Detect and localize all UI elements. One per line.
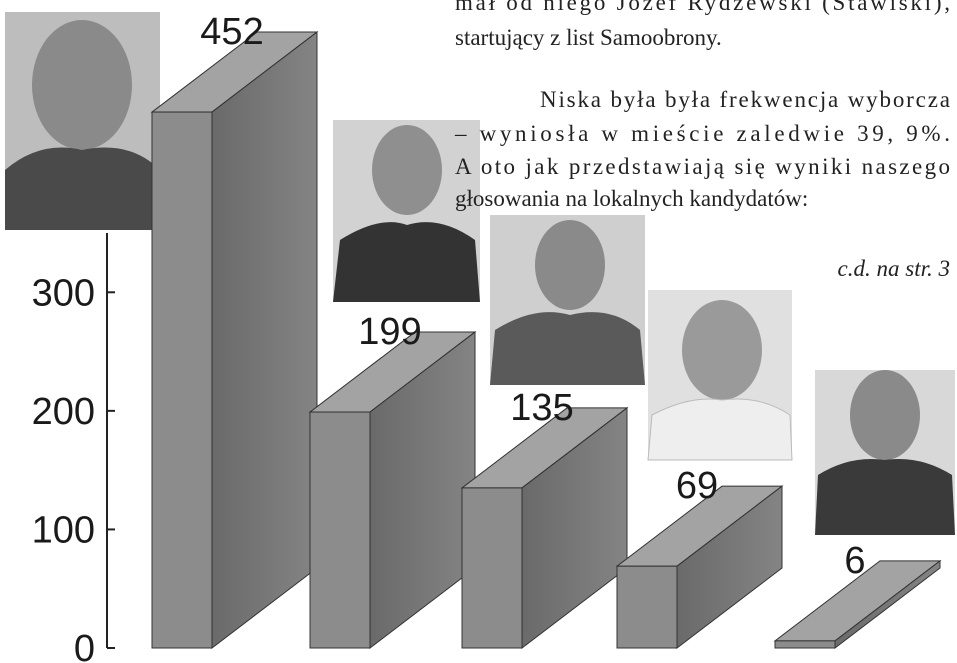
value-label: 199	[358, 311, 421, 353]
bar	[152, 112, 212, 648]
bar	[775, 641, 835, 648]
value-label: 452	[200, 11, 263, 53]
article-line: A oto jak przedstawiają się wyniki nasze…	[455, 154, 950, 179]
bar	[462, 488, 522, 648]
photo	[815, 370, 955, 535]
continuation: c.d. na str. 3	[838, 256, 950, 281]
y-tick-label: 0	[74, 628, 95, 663]
page: mał od niego Józef Rydzewski (Stawiski),…	[0, 0, 957, 663]
photo	[490, 215, 645, 385]
photo	[648, 290, 792, 460]
bar	[617, 566, 677, 648]
article-line: startujący z list Samoobrony.	[455, 25, 722, 50]
article-line: głosowania na lokalnych kandydatów:	[455, 186, 808, 211]
article-line: mał od niego Józef Rydzewski (Stawiski),	[455, 0, 950, 15]
bar	[310, 412, 370, 648]
photo	[5, 12, 160, 230]
photo	[333, 120, 480, 302]
article-line: – wyniosła w mieście zaledwie 39, 9%.	[454, 121, 950, 146]
article-line: Niska była była frekwencja wyborcza	[540, 87, 950, 112]
y-tick-label: 300	[32, 272, 95, 314]
y-tick-label: 200	[32, 391, 95, 433]
bar-side	[212, 32, 317, 648]
y-tick-label: 100	[32, 509, 95, 551]
value-label: 69	[676, 465, 718, 507]
value-label: 6	[844, 540, 865, 582]
value-label: 135	[510, 387, 573, 429]
